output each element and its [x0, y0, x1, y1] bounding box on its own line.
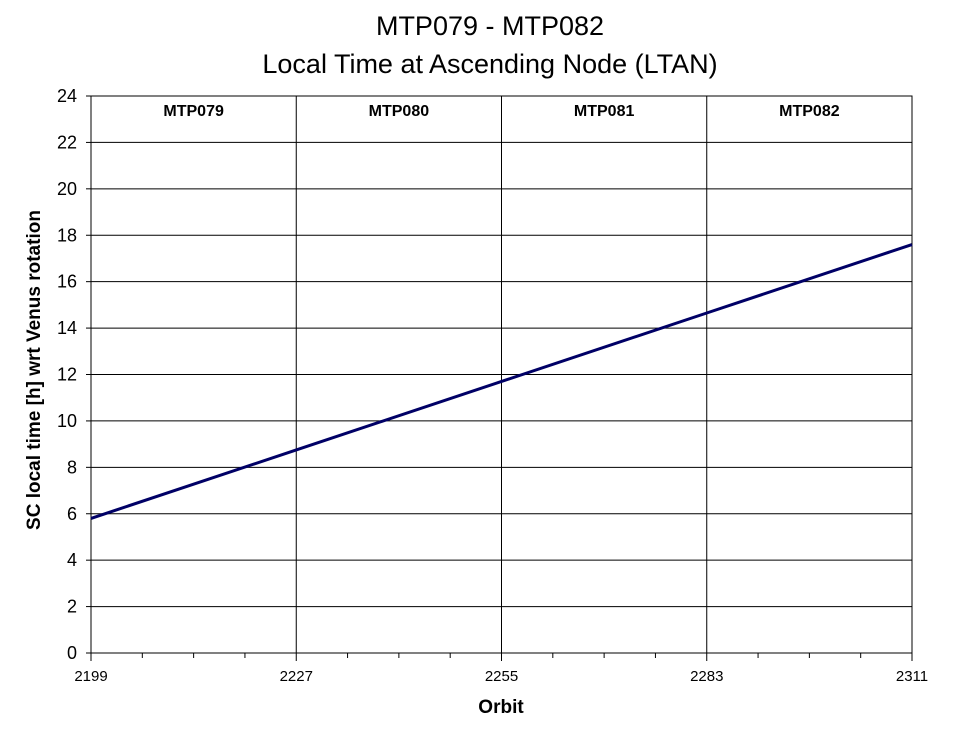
y-tick-label: 6	[67, 504, 77, 524]
x-axis-title: Orbit	[478, 697, 524, 718]
x-tick-label: 2199	[74, 668, 107, 685]
x-tick-label: 2255	[485, 668, 518, 685]
chart-subtitle: Local Time at Ascending Node (LTAN)	[262, 49, 717, 79]
section-label: MTP082	[779, 103, 840, 120]
y-tick-label: 8	[67, 457, 77, 477]
y-axis-title: SC local time [h] wrt Venus rotation	[24, 210, 45, 530]
y-tick-label: 18	[57, 225, 77, 245]
series-lines	[90, 243, 913, 520]
section-label: MTP081	[574, 103, 635, 120]
y-tick-label: 14	[57, 318, 77, 338]
x-tick-label: 2227	[280, 668, 313, 685]
y-tick-label: 10	[57, 411, 77, 431]
y-tick-label: 22	[57, 132, 77, 152]
section-label: MTP080	[369, 103, 430, 120]
y-tick-label: 16	[57, 272, 77, 292]
ltan-line	[90, 243, 913, 520]
chart-title: MTP079 - MTP082	[376, 11, 604, 41]
y-tick-label: 12	[57, 365, 77, 385]
y-tick-label: 20	[57, 179, 77, 199]
x-tick-labels: 2199 2227 2255 2283 2311	[74, 653, 928, 685]
y-tick-label: 0	[67, 643, 77, 663]
y-tick-label: 2	[67, 597, 77, 617]
x-tick-label: 2283	[690, 668, 723, 685]
y-tick-label: 24	[57, 86, 77, 106]
y-tick-label: 4	[67, 550, 77, 570]
section-dividers: MTP079 MTP080 MTP081 MTP082	[163, 96, 840, 653]
section-label: MTP079	[163, 103, 224, 120]
x-tick-label: 2311	[896, 668, 928, 685]
